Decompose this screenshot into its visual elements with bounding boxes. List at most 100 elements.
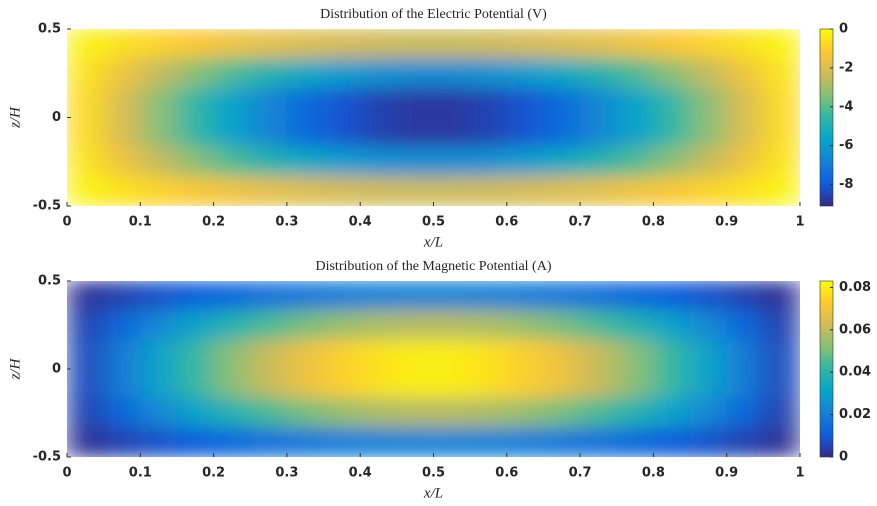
heatmap-cell (689, 368, 728, 399)
heatmap-cell (433, 116, 471, 148)
heatmap-cell (579, 427, 618, 457)
heatmap-cell (689, 309, 728, 341)
heatmap-cell (689, 427, 728, 457)
colorbar-tick-label: 0.08 (839, 280, 871, 295)
heatmap-cell (689, 339, 728, 370)
heatmap-cell (396, 176, 434, 206)
heatmap-cell (286, 87, 325, 119)
heatmap-cell (286, 176, 325, 206)
heatmap-cell (616, 427, 654, 457)
heatmap-cell (506, 116, 544, 148)
heatmap-cell (249, 397, 288, 429)
heatmap-cell (469, 57, 508, 89)
heatmap-cell (359, 29, 398, 59)
heatmap-cell (249, 281, 288, 311)
heatmap-cell (762, 339, 800, 370)
heatmap-cell (396, 146, 434, 178)
heatmap-cell (176, 397, 215, 429)
heatmap-cell (652, 427, 691, 457)
heatmap-cell (323, 29, 361, 59)
heatmap-cell (359, 397, 398, 429)
heatmap-cell (213, 176, 251, 206)
heatmap-cell (579, 397, 618, 429)
heatmap-cell (396, 309, 434, 341)
colorbar-tick-label: 0.04 (839, 365, 871, 380)
heatmap-cell (67, 427, 105, 457)
heatmap-cell (433, 57, 471, 89)
heatmap-cell (433, 281, 471, 311)
heatmap-cell (67, 281, 105, 311)
heatmap-cell (762, 146, 800, 178)
y-tick-label: 0.5 (38, 274, 61, 289)
heatmap-cell (469, 176, 508, 206)
x-tick-label: 0.4 (349, 466, 372, 481)
heatmap-cell (67, 368, 105, 399)
heatmap-cell (396, 427, 434, 457)
heatmap-cell (176, 309, 215, 341)
x-tick-label: 0.2 (202, 466, 225, 481)
x-tick-label: 0.2 (202, 215, 225, 230)
heatmap-cell (396, 397, 434, 429)
heatmap-cell (139, 176, 178, 206)
heatmap-cell (249, 339, 288, 370)
heatmap-cell (67, 87, 105, 119)
heatmap-cell (726, 146, 764, 178)
heatmap-cell (579, 176, 618, 206)
heatmap-cell (103, 176, 141, 206)
heatmap-cell (286, 116, 325, 148)
heatmap-cell (359, 176, 398, 206)
heatmap-cell (652, 281, 691, 311)
heatmap-cell (726, 57, 764, 89)
x-tick-label: 0 (62, 215, 71, 230)
heatmap-cell (323, 87, 361, 119)
heatmap-cell (286, 309, 325, 341)
heatmap-cell (652, 176, 691, 206)
heatmap-cell (396, 368, 434, 399)
heatmap-cell (726, 427, 764, 457)
heatmap-cell (579, 29, 618, 59)
y-tick-label: -0.5 (33, 199, 61, 214)
heatmap-cell (249, 176, 288, 206)
colorbar-tick-label: 0 (839, 450, 848, 465)
heatmap-cell (542, 87, 581, 119)
heatmap-cell (139, 397, 178, 429)
heatmap-cell (103, 116, 141, 148)
heatmap-cell (67, 309, 105, 341)
heatmap-cell (323, 339, 361, 370)
heatmap-cells (67, 281, 800, 457)
x-tick-label: 0.6 (495, 215, 518, 230)
heatmap-cell (433, 368, 471, 399)
heatmap-cell (689, 281, 728, 311)
plot-area (67, 29, 800, 206)
heatmap-cell (176, 339, 215, 370)
heatmap-cell (323, 146, 361, 178)
heatmap-cell (249, 87, 288, 119)
heatmap-cell (506, 146, 544, 178)
heatmap-cell (213, 146, 251, 178)
heatmap-cell (176, 116, 215, 148)
x-tick-label: 0.3 (275, 215, 298, 230)
heatmap-cells (67, 29, 800, 206)
heatmap-cell (249, 116, 288, 148)
heatmap-cell (139, 87, 178, 119)
heatmap-cell (286, 29, 325, 59)
heatmap-cell (616, 146, 654, 178)
heatmap-cell (359, 339, 398, 370)
heatmap-cell (469, 309, 508, 341)
heatmap-cell (396, 339, 434, 370)
heatmap-cell (616, 116, 654, 148)
x-tick-label: 0.5 (422, 215, 445, 230)
heatmap-cell (103, 397, 141, 429)
heatmap-cell (176, 57, 215, 89)
heatmap-cell (579, 87, 618, 119)
heatmap-cell (616, 281, 654, 311)
colorbar-tick-label: -2 (839, 60, 853, 75)
heatmap-cell (762, 281, 800, 311)
heatmap-cell (616, 368, 654, 399)
heatmap-cell (213, 29, 251, 59)
heatmap-cell (213, 87, 251, 119)
heatmap-cell (542, 176, 581, 206)
heatmap-cell (139, 29, 178, 59)
heatmap-cell (689, 397, 728, 429)
heatmap-cell (469, 87, 508, 119)
